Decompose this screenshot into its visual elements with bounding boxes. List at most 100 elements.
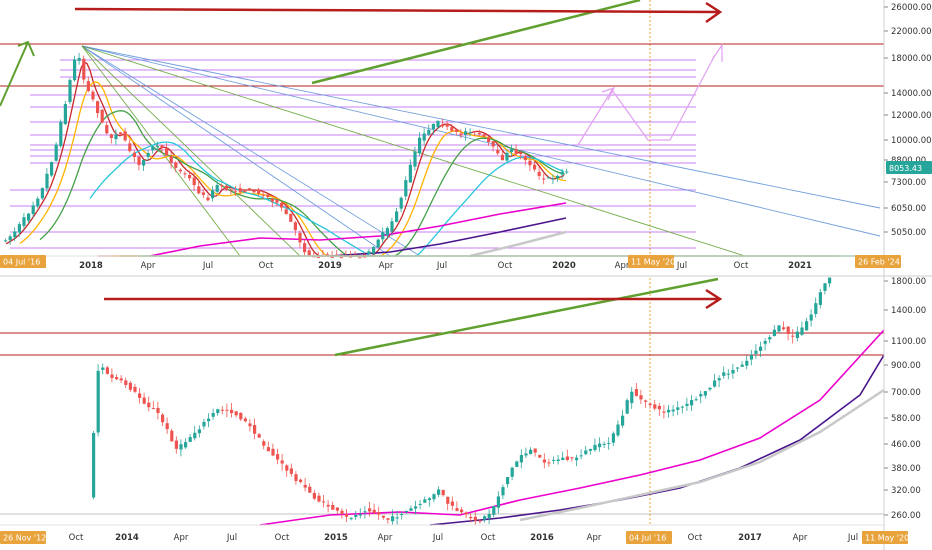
candle [377, 512, 381, 515]
candle [8, 236, 12, 241]
top-left-date-badge-label: 04 Jul '16 [3, 258, 40, 267]
candle [736, 367, 740, 369]
candle [731, 369, 735, 374]
candle [468, 132, 472, 134]
candle [431, 123, 435, 130]
candle [768, 337, 772, 340]
candle [216, 409, 220, 414]
candle [128, 382, 132, 390]
candle [367, 251, 371, 255]
top-marker-date-badge-label: 11 May '20 [631, 258, 675, 267]
candle [13, 231, 17, 238]
candle [266, 447, 270, 452]
candle [252, 190, 256, 193]
candle [450, 127, 454, 131]
y-tick-label: 18000.00 [891, 54, 932, 64]
x-tick-label: Apr [615, 261, 630, 271]
candle [510, 467, 514, 477]
candle [473, 516, 477, 521]
candle [266, 194, 270, 198]
candle [828, 277, 832, 284]
candle [276, 454, 280, 460]
candle [546, 177, 550, 179]
candle [270, 198, 274, 202]
bottom-marker-date-badge-label: 04 Jul '16 [629, 534, 666, 543]
candle [464, 131, 468, 135]
candle [178, 169, 182, 172]
candle [482, 134, 486, 137]
candle [354, 514, 358, 517]
candle [128, 143, 132, 152]
candle [791, 335, 795, 337]
candle [326, 254, 330, 256]
y-tick-label: 26000.00 [891, 3, 932, 13]
candle [59, 121, 63, 147]
candle [22, 217, 26, 226]
candle [395, 211, 399, 222]
candle [381, 515, 385, 518]
trend-line [81, 45, 881, 209]
candle [340, 510, 344, 514]
projection-arrow-head [601, 86, 616, 101]
candle [215, 185, 219, 192]
candle [551, 178, 555, 180]
candle [487, 514, 491, 519]
candle [303, 484, 307, 488]
y-tick-label: 6050.00 [891, 204, 926, 214]
candle [427, 498, 431, 501]
candle [4, 240, 8, 242]
candle [161, 414, 165, 423]
candle [749, 354, 753, 360]
candle [335, 254, 339, 256]
candle [630, 391, 634, 404]
candle [607, 442, 611, 444]
candle [492, 505, 496, 515]
candle [151, 408, 155, 410]
y-tick-label: 900.00 [891, 361, 921, 371]
candle [124, 380, 128, 385]
candle [239, 412, 243, 420]
y-tick-label: 320.00 [891, 486, 921, 496]
candle [644, 400, 648, 402]
candle [372, 247, 376, 254]
candle [441, 489, 445, 496]
candle [391, 516, 395, 522]
candle [795, 331, 799, 338]
y-tick-label: 580.00 [891, 414, 921, 424]
candle [496, 149, 500, 154]
candle [537, 171, 541, 176]
candle [257, 434, 261, 438]
candle [54, 144, 58, 161]
candle [92, 433, 96, 498]
x-tick-label: Jul [436, 261, 447, 271]
candle [722, 372, 726, 376]
candle [312, 492, 316, 499]
candle [579, 455, 583, 457]
top-right-date-badge [855, 255, 901, 268]
candle [565, 456, 569, 460]
candle [36, 198, 40, 207]
candle [515, 461, 519, 467]
candle [437, 489, 441, 495]
candle [713, 380, 717, 387]
candle [353, 254, 357, 256]
candle [506, 477, 510, 485]
candle [634, 389, 638, 396]
candle [570, 457, 574, 459]
x-tick-label: 2018 [79, 261, 103, 271]
candle [211, 413, 215, 417]
candle [450, 501, 454, 506]
candle [335, 507, 339, 511]
candle [307, 250, 311, 256]
x-tick-label: Apr [379, 261, 394, 271]
x-tick-label: Apr [793, 533, 808, 543]
candle [524, 453, 528, 456]
trend-line [81, 45, 881, 237]
candle [339, 257, 343, 259]
candle [192, 177, 196, 186]
candle [588, 449, 592, 451]
bottom-right-date-badge [862, 531, 908, 544]
candle [376, 239, 380, 248]
candle [193, 432, 197, 439]
candle [717, 378, 721, 381]
